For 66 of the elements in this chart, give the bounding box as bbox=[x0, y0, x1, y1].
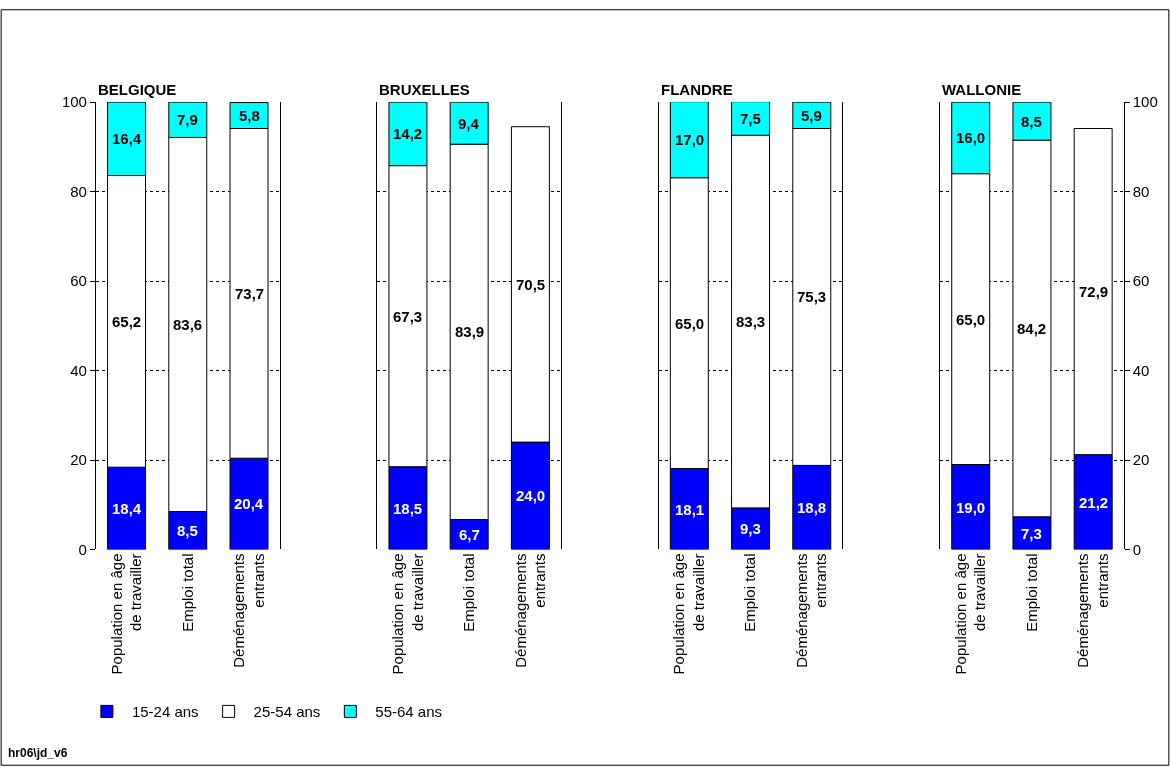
data-label: 18,1 bbox=[675, 501, 705, 518]
data-label: 18,5 bbox=[393, 500, 423, 517]
data-label: 73,7 bbox=[235, 285, 265, 302]
data-label: 83,9 bbox=[455, 323, 485, 340]
chart-title: FLANDRE bbox=[661, 81, 733, 98]
y-tick-label: 20 bbox=[70, 451, 87, 469]
data-label: 75,3 bbox=[797, 288, 827, 305]
data-label: 8,5 bbox=[177, 522, 198, 539]
legend-label: 55-64 ans bbox=[375, 703, 443, 721]
data-label: 16,0 bbox=[956, 129, 986, 146]
y-tick-label: 60 bbox=[70, 272, 87, 290]
data-label: 20,4 bbox=[234, 495, 264, 512]
x-tick-label: Population en âge de travailler bbox=[670, 553, 707, 675]
data-label: 18,4 bbox=[112, 500, 142, 517]
x-tick-label: Déménagements entrants bbox=[1074, 553, 1111, 668]
y-tick-label: 0 bbox=[78, 540, 87, 558]
data-label: 19,0 bbox=[956, 499, 986, 516]
data-label: 7,3 bbox=[1021, 525, 1042, 542]
y-tick-label: 0 bbox=[1132, 540, 1142, 558]
data-label: 17,0 bbox=[675, 131, 705, 148]
data-label: 65,2 bbox=[112, 313, 142, 330]
x-tick-label: Population en âge de travailler bbox=[107, 553, 145, 675]
y-tick-label: 80 bbox=[70, 182, 87, 200]
x-tick-label: Population en âge de travailler bbox=[951, 553, 989, 675]
y-tick-label: 60 bbox=[1132, 272, 1150, 290]
data-label: 6,7 bbox=[459, 526, 480, 543]
y-tick-label: 20 bbox=[1132, 451, 1150, 469]
data-label: 9,4 bbox=[458, 115, 480, 132]
data-label: 72,9 bbox=[1079, 283, 1109, 300]
data-label: 21,2 bbox=[1079, 494, 1109, 511]
chart-title: WALLONIE bbox=[942, 81, 1022, 98]
legend-label: 25-54 ans bbox=[253, 703, 321, 721]
x-tick-label: Déménagements entrants bbox=[792, 553, 830, 668]
data-label: 67,3 bbox=[393, 308, 423, 325]
chart-title: BRUXELLES bbox=[379, 81, 470, 98]
x-tick-label: Emploi total bbox=[1022, 553, 1040, 632]
x-tick-label: Emploi total bbox=[460, 553, 478, 632]
data-label: 65,0 bbox=[675, 315, 705, 332]
data-label: 5,9 bbox=[801, 107, 822, 124]
data-label: 5,8 bbox=[239, 107, 260, 124]
data-label: 18,8 bbox=[797, 499, 827, 516]
y-tick-label: 40 bbox=[70, 361, 87, 379]
y-tick-label: 100 bbox=[1132, 93, 1158, 111]
data-label: 24,0 bbox=[516, 487, 546, 504]
data-label: 9,3 bbox=[740, 520, 761, 537]
data-label: 83,6 bbox=[173, 316, 203, 333]
text: hr06\jd_v6 bbox=[8, 746, 68, 760]
data-label: 84,2 bbox=[1017, 320, 1047, 337]
data-label: 70,5 bbox=[516, 276, 546, 293]
x-tick-label: Déménagements entrants bbox=[230, 553, 267, 668]
data-label: 65,0 bbox=[956, 311, 986, 328]
data-label: 7,9 bbox=[177, 111, 198, 128]
x-tick-label: Emploi total bbox=[178, 553, 196, 632]
data-label: 14,2 bbox=[393, 125, 423, 142]
data-label: 7,5 bbox=[740, 110, 761, 127]
y-tick-label: 100 bbox=[61, 93, 87, 111]
data-label: 8,5 bbox=[1021, 113, 1042, 130]
x-tick-label: Déménagements entrants bbox=[511, 553, 549, 668]
y-tick-label: 80 bbox=[1132, 182, 1150, 200]
x-tick-label: Emploi total bbox=[741, 553, 759, 632]
data-label: 16,4 bbox=[112, 130, 142, 147]
x-tick-label: Population en âge de travailler bbox=[389, 553, 426, 675]
legend-label: 15-24 ans bbox=[131, 703, 199, 721]
data-label: 83,3 bbox=[736, 313, 766, 330]
chart-title: BELGIQUE bbox=[98, 81, 177, 98]
y-tick-label: 40 bbox=[1132, 361, 1150, 379]
